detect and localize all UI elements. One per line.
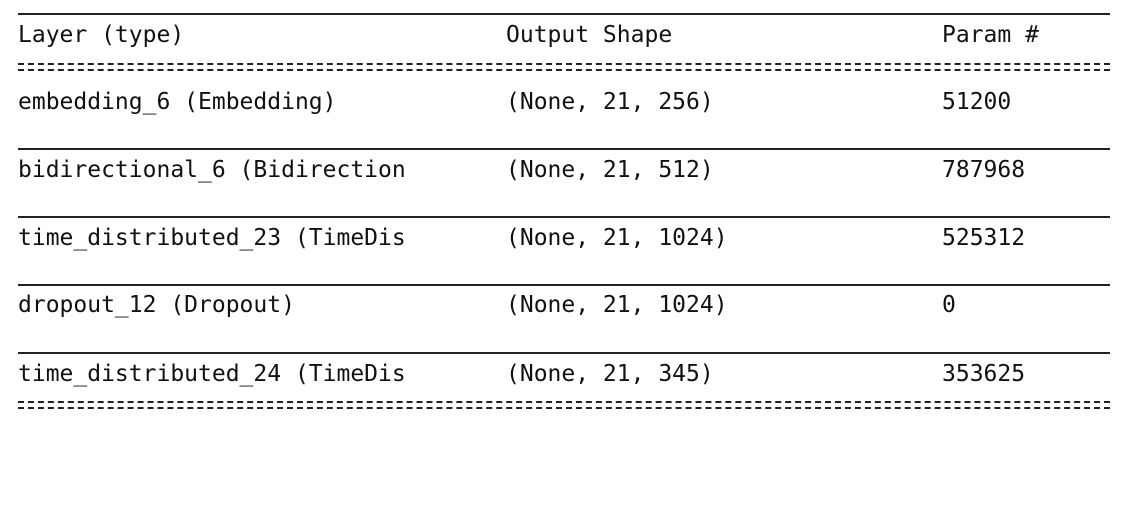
param-count: 787968	[942, 157, 1026, 183]
param-count: 525312	[942, 225, 1026, 251]
header-row: Layer (type) Output Shape Param #	[18, 20, 1110, 50]
row-separator	[18, 352, 1110, 354]
model-summary-table: Layer (type) Output Shape Param # embedd…	[18, 0, 1110, 422]
table-row: time_distributed_23 (TimeDis (None, 21, …	[18, 223, 1110, 253]
header-layer-type: Layer (type)	[18, 22, 185, 48]
output-shape: (None, 21, 1024)	[506, 292, 728, 318]
layer-name: embedding_6 (Embedding)	[18, 89, 337, 115]
table-row: time_distributed_24 (TimeDis (None, 21, …	[18, 359, 1110, 389]
output-shape: (None, 21, 345)	[506, 361, 714, 387]
layer-name: time_distributed_23 (TimeDis	[18, 225, 406, 251]
param-count: 0	[942, 292, 956, 318]
param-count: 51200	[942, 89, 1012, 115]
table-row: dropout_12 (Dropout) (None, 21, 1024) 0	[18, 290, 1110, 320]
table-row: embedding_6 (Embedding) (None, 21, 256) …	[18, 87, 1110, 117]
row-separator	[18, 148, 1110, 150]
row-separator	[18, 284, 1110, 286]
layer-name: dropout_12 (Dropout)	[18, 292, 295, 318]
table-row: bidirectional_6 (Bidirection (None, 21, …	[18, 155, 1110, 185]
output-shape: (None, 21, 1024)	[506, 225, 728, 251]
header-param-count: Param #	[942, 22, 1039, 48]
top-rule	[18, 13, 1110, 15]
header-double-rule	[18, 63, 1110, 71]
layer-name: bidirectional_6 (Bidirection	[18, 157, 406, 183]
output-shape: (None, 21, 512)	[506, 157, 714, 183]
row-separator	[18, 216, 1110, 218]
header-output-shape: Output Shape	[506, 22, 673, 48]
output-shape: (None, 21, 256)	[506, 89, 714, 115]
layer-name: time_distributed_24 (TimeDis	[18, 361, 406, 387]
bottom-double-rule	[18, 401, 1110, 409]
param-count: 353625	[942, 361, 1026, 387]
